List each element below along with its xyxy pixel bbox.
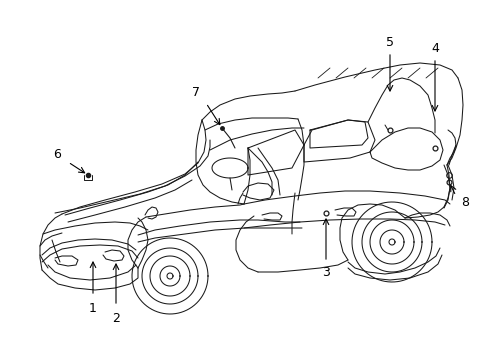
Text: 3: 3 (322, 266, 329, 279)
Text: 4: 4 (430, 41, 438, 54)
Text: 1: 1 (89, 302, 97, 315)
Text: 6: 6 (53, 148, 61, 162)
Text: 5: 5 (385, 36, 393, 49)
Text: 2: 2 (112, 311, 120, 324)
Text: 8: 8 (460, 195, 468, 208)
Text: 7: 7 (192, 86, 200, 99)
